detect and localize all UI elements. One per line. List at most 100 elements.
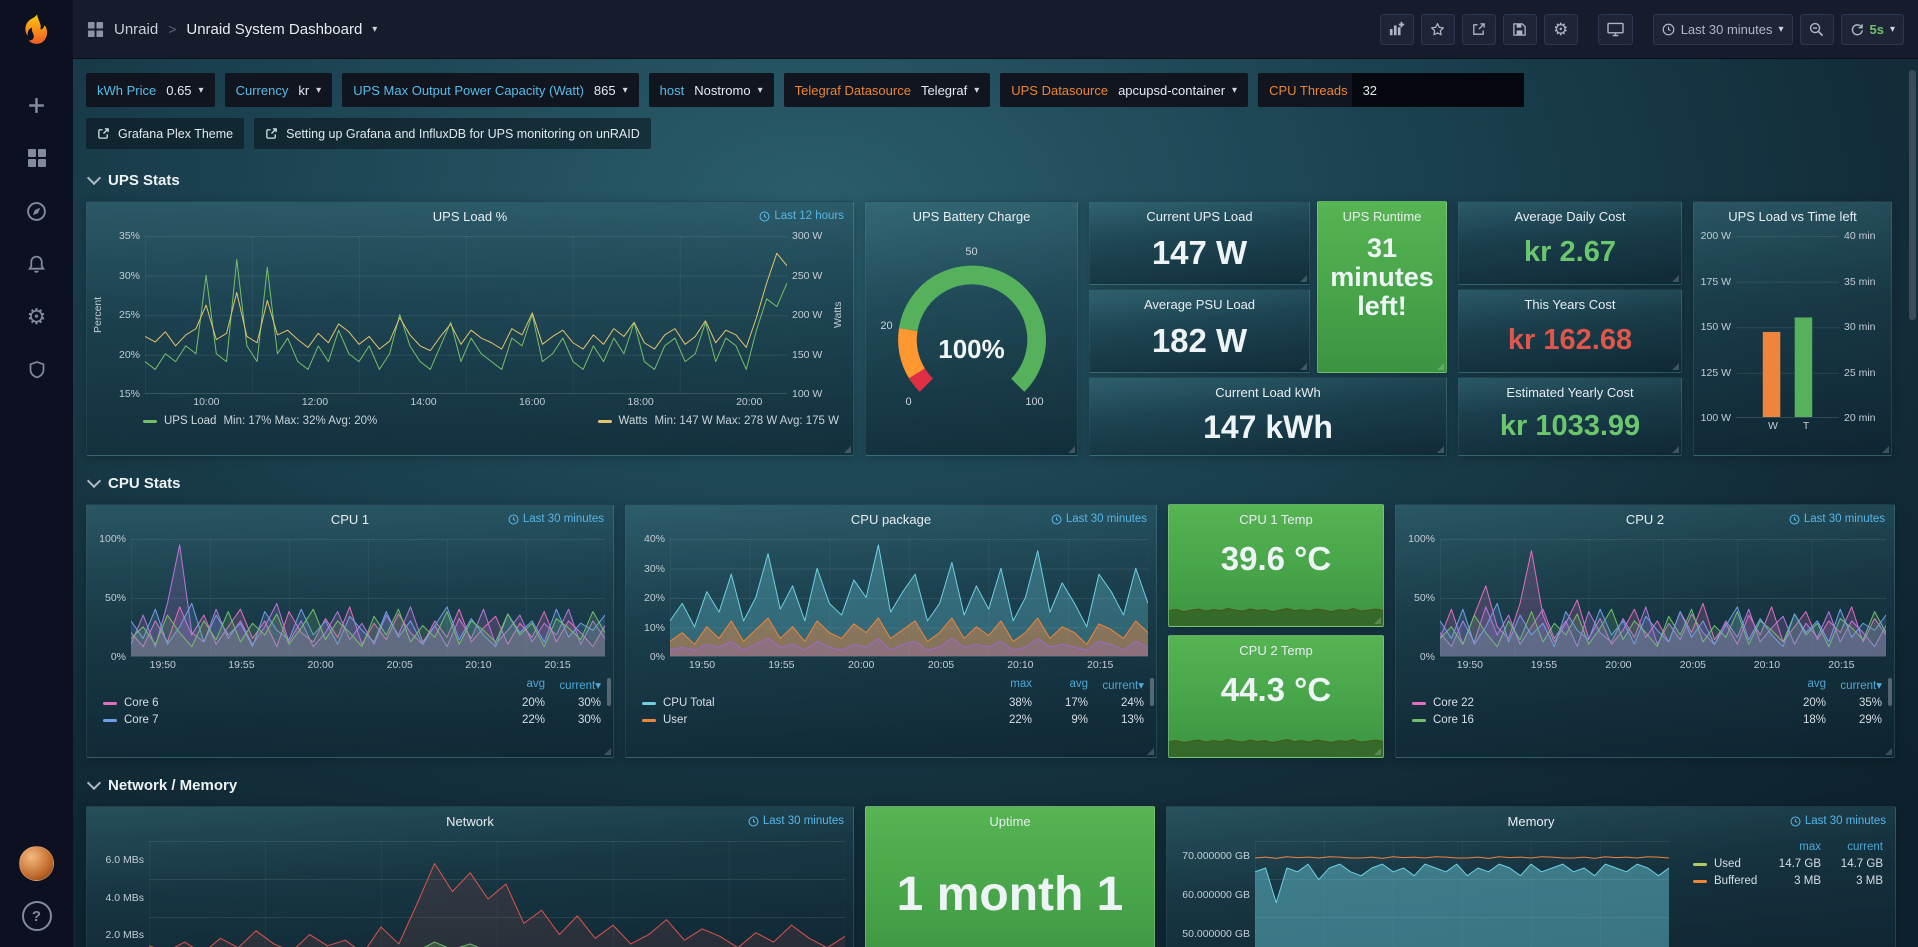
dashboards-button[interactable] [24,145,50,171]
ups-stat-grid: Current UPS Load 147 W UPS Runtime 31 mi… [1089,201,1447,456]
refresh-button[interactable]: 5s ▾ [1841,14,1905,45]
help-button[interactable]: ? [22,901,52,931]
row-header-network-memory[interactable]: Network / Memory [89,770,1905,800]
legend-col-current[interactable]: current▾ [545,678,601,692]
variable-value-dropdown[interactable]: Nostromo▾ [688,83,773,98]
configuration-button[interactable]: ⚙ [24,304,50,330]
legend-series-core6[interactable]: Core 6 20% 30% [103,697,601,709]
variable-value-dropdown[interactable]: kr▾ [292,83,332,98]
panel-title[interactable]: Average PSU Load [1090,290,1309,318]
legend-series-core16[interactable]: Core 16 18% 29% [1412,714,1882,726]
explore-button[interactable] [24,198,50,224]
save-dashboard-button[interactable] [1503,14,1537,45]
chevron-down-icon: ▾ [199,85,204,96]
series-name: Watts [619,415,648,427]
dashboard-title[interactable]: Unraid System Dashboard [186,21,362,38]
legend-series-used[interactable]: Used 14.7 GB 14.7 GB [1693,858,1883,870]
series-name: Core 22 [1433,697,1474,709]
page-scrollbar[interactable] [1909,70,1916,320]
legend-series-user[interactable]: User 22% 9% 13% [642,714,1144,726]
share-dashboard-button[interactable] [1462,14,1496,45]
panel-title[interactable]: CPU 1 Temp [1169,505,1383,533]
user-avatar[interactable] [19,846,54,881]
dashboard-canvas: kWh Price 0.65▾ Currency kr▾ UPS Max Out… [73,59,1918,947]
ups-vs-time-bars-graph[interactable] [1736,236,1839,418]
clock-icon [508,514,519,525]
cpu-package-graph[interactable] [670,539,1148,657]
x-axis: 19:50 19:55 20:00 20:05 20:10 20:15 [1440,657,1886,674]
cycle-view-button[interactable] [1598,14,1633,45]
variable-value-dropdown[interactable]: apcupsd-container▾ [1112,83,1248,98]
panel-title[interactable]: This Years Cost [1459,290,1681,318]
row-header-cpu-stats[interactable]: CPU Stats [89,468,1905,498]
legend-series-core22[interactable]: Core 22 20% 35% [1412,697,1882,709]
legend-col-current[interactable]: current▾ [1826,678,1882,692]
gauge-tick: 20 [880,320,892,332]
breadcrumb-app[interactable]: Unraid [114,21,158,38]
panel-title[interactable]: UPS Battery Charge [866,202,1077,230]
link-ups-monitoring-guide[interactable]: Setting up Grafana and InfluxDB for UPS … [254,118,651,149]
panel-title[interactable]: Estimated Yearly Cost [1459,378,1681,406]
chevron-down-icon: ▾ [1778,24,1783,35]
panel-ups-runtime: UPS Runtime 31 minutes left! [1317,201,1447,373]
legend-scrollbar[interactable] [1888,678,1892,706]
panel-time-override: Last 30 minutes [1790,815,1886,827]
network-graph[interactable] [149,841,845,947]
legend-col-current[interactable]: current▾ [1088,678,1144,692]
cpu1-graph[interactable] [131,539,605,657]
cpu2-graph[interactable] [1440,539,1886,657]
add-panel-button[interactable] [1380,14,1414,45]
panel-title[interactable]: UPS Load % [87,202,853,230]
panel-title[interactable]: Current Load kWh [1090,378,1446,406]
panel-title[interactable]: UPS Load vs Time left [1694,202,1891,230]
variable-value-dropdown[interactable]: 865▾ [588,83,639,98]
panel-title[interactable]: Network [87,807,853,835]
clock-icon [1789,514,1800,525]
legend-col-avg[interactable]: avg [1770,678,1826,692]
zoom-out-button[interactable] [1800,14,1834,45]
link-grafana-plex-theme[interactable]: Grafana Plex Theme [86,118,244,149]
series-stats: Min: 17% Max: 32% Avg: 20% [223,415,377,427]
legend-series-cpu-total[interactable]: CPU Total 38% 17% 24% [642,697,1144,709]
series-color-swatch [642,702,656,705]
legend-series-watts[interactable]: Watts Min: 147 W Max: 278 W Avg: 175 W [598,415,839,427]
legend-scrollbar[interactable] [607,678,611,706]
legend-series-buffered[interactable]: Buffered 3 MB 3 MB [1693,875,1883,887]
legend-col-max[interactable]: max [1759,841,1821,853]
legend-scrollbar[interactable] [1150,678,1154,706]
security-button[interactable] [24,357,50,383]
panel-title[interactable]: UPS Runtime [1318,202,1446,230]
legend-col-current[interactable]: current [1821,841,1883,853]
legend-series-core7[interactable]: Core 7 22% 30% [103,714,601,726]
memory-graph[interactable] [1255,841,1669,947]
panel-this-years-cost: This Years Cost kr 162.68 [1458,289,1682,373]
legend-series-ups-load[interactable]: UPS Load Min: 17% Max: 32% Avg: 20% [143,415,377,427]
link-label: Setting up Grafana and InfluxDB for UPS … [286,127,640,141]
alerts-button[interactable] [24,251,50,277]
variable-label: Telegraf Datasource [784,83,915,98]
panel-title[interactable]: CPU 2 Temp [1169,636,1383,664]
legend-col-avg[interactable]: avg [1032,678,1088,692]
variable-value-dropdown[interactable]: Telegraf▾ [915,83,990,98]
create-button[interactable] [24,92,50,118]
legend-col-avg[interactable]: avg [489,678,545,692]
chevron-down-icon[interactable]: ▾ [372,24,377,35]
panel-title[interactable]: Memory [1167,807,1895,835]
row-header-ups-stats[interactable]: UPS Stats [89,165,1905,195]
panel-title[interactable]: Average Daily Cost [1459,202,1681,230]
y-axis-left: 35% 30% 25% 20% 15% [105,236,145,394]
series-color-swatch [143,420,157,423]
panel-cpu1-temp: CPU 1 Temp 39.6 °C [1168,504,1384,627]
series-name: Core 7 [124,714,159,726]
time-picker-button[interactable]: Last 30 minutes ▾ [1653,14,1793,45]
ups-load-graph[interactable] [145,236,787,394]
panel-title[interactable]: Uptime [866,807,1154,835]
cpu-threads-input[interactable] [1352,73,1524,107]
dashboard-settings-button[interactable]: ⚙ [1544,14,1578,45]
grafana-logo[interactable] [0,0,73,62]
variable-value-dropdown[interactable]: 0.65▾ [160,83,214,98]
star-dashboard-button[interactable] [1421,14,1455,45]
panel-title[interactable]: Current UPS Load [1090,202,1309,230]
refresh-icon [1850,22,1864,36]
legend-col-max[interactable]: max [976,678,1032,692]
